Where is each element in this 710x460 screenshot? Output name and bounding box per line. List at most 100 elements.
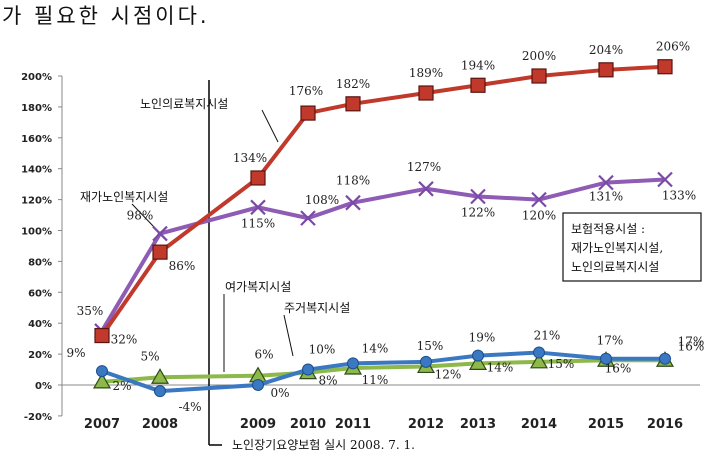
x-marker — [657, 171, 673, 188]
header-text: 가 필요한 시점이다. — [2, 4, 210, 28]
circle-marker — [96, 365, 108, 378]
series-line — [100, 64, 666, 337]
x-tick-label: 2015 — [588, 417, 624, 432]
data-label: 86% — [169, 259, 196, 273]
data-label: -4% — [178, 400, 201, 414]
x-marker — [250, 199, 266, 216]
triangle-marker — [529, 352, 549, 369]
x-tick-label: 2016 — [647, 417, 683, 432]
square-marker — [657, 59, 673, 75]
chart-annotations: 노인장기요양보험 실시 2008. 7. 1. 보험적용시설 : 재가노인복지시설,… — [80, 80, 702, 452]
series-name-leader — [131, 203, 156, 229]
data-label: 134% — [233, 151, 267, 165]
square-marker — [345, 96, 361, 112]
x-marker — [300, 210, 316, 226]
y-tick-label: 160% — [21, 134, 52, 145]
series-name-label: 재가노인복지시설 — [80, 190, 168, 204]
square-marker — [598, 62, 614, 78]
data-label: 15% — [417, 339, 444, 353]
data-label: 14% — [362, 341, 389, 355]
legend-box — [562, 212, 702, 282]
y-tick-label: 140% — [21, 165, 52, 176]
data-label: 21% — [534, 329, 561, 343]
circle-marker — [472, 349, 484, 362]
policy-marker-label: 노인장기요양보험 실시 2008. 7. 1. — [232, 438, 415, 452]
y-tick-label: 120% — [21, 196, 52, 207]
data-label: 115% — [241, 216, 275, 230]
data-label: 6% — [254, 348, 273, 362]
square-marker — [470, 77, 486, 93]
x-marker — [152, 225, 168, 242]
series-line — [101, 350, 665, 394]
series-name-leader — [261, 109, 279, 143]
data-label: 182% — [336, 77, 370, 91]
series-name-label: 주거복지시설 — [284, 301, 350, 315]
x-marker — [345, 194, 361, 211]
data-label: 131% — [589, 190, 623, 204]
x-marker — [531, 191, 547, 208]
square-marker — [94, 327, 110, 344]
x-tick-label: 2008 — [142, 417, 178, 432]
data-label: 9% — [66, 346, 85, 360]
circle-marker — [347, 357, 359, 370]
data-label: 127% — [407, 160, 441, 174]
square-marker — [250, 170, 266, 186]
circle-marker — [533, 346, 545, 359]
data-label: 35% — [77, 304, 104, 318]
data-label: 19% — [469, 331, 496, 345]
data-label: 133% — [662, 189, 696, 203]
y-tick-label: 180% — [21, 103, 52, 114]
data-label: 194% — [461, 58, 495, 72]
legend-box-line: 보험적용시설 : — [571, 222, 645, 236]
circle-marker — [252, 379, 264, 391]
y-tick-label: 20% — [28, 350, 52, 361]
x-tick-label: 2007 — [84, 417, 120, 432]
data-label: 176% — [289, 84, 323, 98]
square-marker — [152, 244, 168, 260]
data-label: 17% — [597, 334, 624, 348]
series-name-label: 노인의료복지시설 — [140, 97, 228, 111]
data-label: 16% — [678, 339, 705, 353]
data-label: 118% — [336, 174, 370, 188]
square-marker — [418, 85, 434, 101]
data-label: 5% — [140, 349, 159, 363]
y-tick-label: 200% — [21, 72, 52, 83]
data-label: 12% — [435, 367, 462, 381]
series-name-label: 여가복지시설 — [225, 280, 291, 294]
legend-box-line: 재가노인복지시설, — [571, 241, 663, 255]
data-label: 189% — [409, 66, 443, 80]
x-tick-label: 2011 — [335, 417, 371, 432]
data-label: 2% — [112, 379, 131, 393]
x-marker — [418, 181, 434, 197]
data-label: 120% — [522, 209, 556, 223]
data-label: 206% — [656, 40, 690, 54]
y-tick-label: 40% — [28, 319, 52, 330]
circle-marker — [600, 352, 612, 365]
data-label: 204% — [589, 43, 623, 57]
circle-marker — [302, 363, 314, 376]
series-line — [101, 358, 665, 384]
data-label: 15% — [548, 357, 575, 371]
data-label: 10% — [309, 343, 336, 357]
x-marker — [598, 174, 614, 191]
data-label: 98% — [127, 209, 154, 223]
x-tick-label: 2014 — [521, 417, 557, 432]
circle-marker — [659, 352, 671, 365]
y-tick-label: 60% — [28, 288, 52, 299]
data-label: 200% — [522, 49, 556, 63]
data-label: 8% — [318, 374, 337, 388]
x-tick-label: 2013 — [460, 417, 496, 432]
y-tick-label: -20% — [24, 412, 52, 423]
y-tick-label: 100% — [21, 227, 52, 238]
triangle-marker — [468, 354, 488, 370]
x-tick-label: 2010 — [290, 417, 326, 432]
circle-marker — [154, 385, 166, 398]
x-tick-label: 2012 — [408, 417, 444, 432]
triangle-marker — [92, 372, 112, 389]
chart-series — [92, 59, 675, 398]
y-tick-label: 80% — [28, 257, 52, 268]
data-label: 16% — [605, 361, 632, 375]
data-label: 14% — [487, 360, 514, 374]
square-marker — [300, 105, 316, 121]
